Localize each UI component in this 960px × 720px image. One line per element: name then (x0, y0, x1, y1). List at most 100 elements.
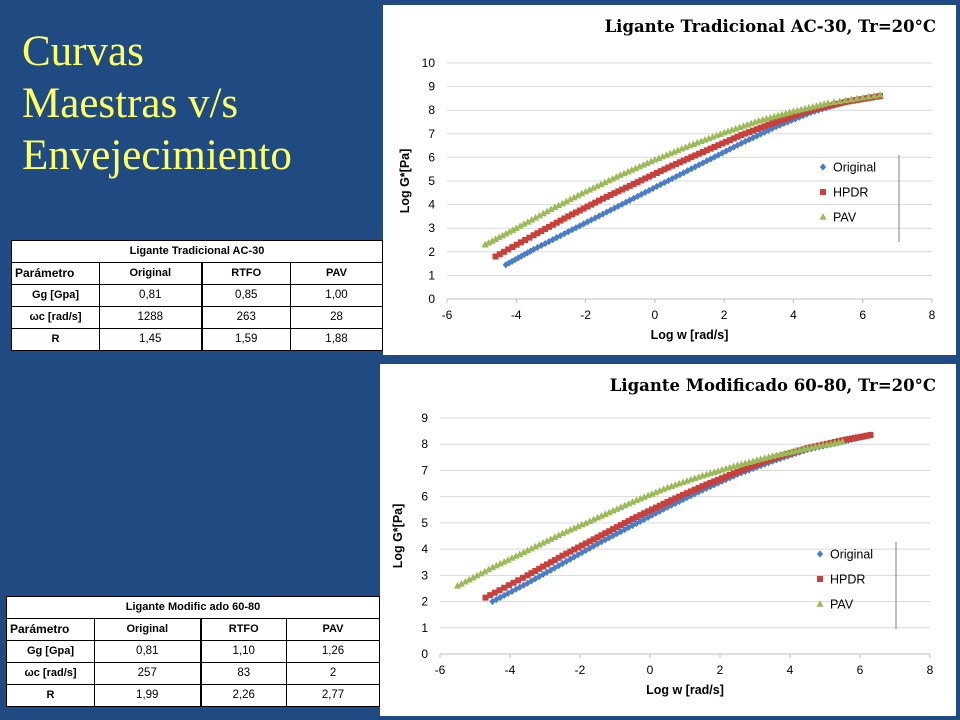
series-marker-fill (788, 116, 795, 125)
series-marker-fill (516, 222, 524, 229)
legend: Original HPDR PAV (819, 155, 900, 242)
series-marker-fill (543, 537, 551, 544)
table-header: PAV (290, 262, 383, 285)
series-marker-fill (769, 124, 776, 133)
series-marker-fill (597, 512, 605, 519)
table-header: RTFO (200, 262, 291, 285)
data-point (565, 213, 572, 220)
series-marker-fill (563, 550, 570, 557)
table-cell: 1288 (99, 306, 202, 329)
series-marker-fill (555, 201, 563, 209)
series-marker-fill (585, 185, 594, 193)
series-marker-fill (571, 546, 578, 553)
series-marker-fill (617, 522, 624, 529)
data-point (628, 498, 637, 505)
series-marker-fill (620, 169, 628, 177)
table-header: RTFO (199, 618, 287, 641)
series-marker-fill (498, 231, 507, 239)
series-marker-fill (469, 573, 477, 581)
series-marker-fill (836, 97, 844, 105)
series-marker-fill (517, 239, 524, 246)
y-tick-label: 2 (428, 245, 435, 259)
data-point (789, 107, 798, 115)
series-marker-fill (522, 237, 529, 243)
legend-label: PAV (830, 598, 854, 612)
series-marker-fill (742, 130, 749, 137)
y-tick-label: 6 (428, 150, 435, 164)
x-tick-label: 8 (927, 663, 934, 677)
series-marker-fill (491, 235, 500, 243)
series-marker-fill (639, 161, 647, 168)
y-tick-label: 6 (421, 490, 428, 504)
series-marker-fill (539, 209, 547, 217)
series-marker-fill (692, 152, 699, 159)
table-cell: 1,26 (285, 640, 381, 663)
series-marker-fill (607, 192, 614, 199)
data-point (559, 552, 566, 559)
series-marker-fill (485, 565, 493, 573)
data-point (698, 471, 707, 479)
series-marker-fill (637, 512, 644, 519)
series-marker-fill (566, 195, 574, 203)
y-tick-label: 5 (428, 174, 435, 188)
table-row: ωc [rad/s] 1288 263 28 (11, 306, 383, 329)
series-marker-fill (546, 223, 553, 230)
series-marker-fill (864, 92, 873, 100)
data-point (733, 461, 742, 468)
legend-marker (819, 163, 827, 171)
series-marker-fill (570, 193, 578, 201)
y-tick-label: 7 (428, 127, 435, 141)
series-marker-fill (561, 215, 568, 222)
series-marker-fill (692, 163, 699, 171)
table-cell: 1,88 (290, 328, 383, 351)
series-marker-fill (528, 216, 536, 223)
slide-title-line: Curvas (22, 28, 144, 75)
y-tick-label: 0 (428, 292, 435, 306)
table-cell: ωc [rad/s] (11, 306, 100, 329)
series-marker-fill (711, 478, 718, 485)
series-marker-fill (676, 159, 683, 166)
series-marker-fill (576, 207, 583, 214)
series-marker-fill (613, 524, 620, 531)
series-marker-fill (688, 154, 695, 161)
series-marker-fill (557, 217, 564, 224)
series-marker-fill (680, 157, 687, 164)
series-marker-fill (792, 115, 799, 123)
series-marker-fill (513, 241, 520, 248)
x-tick-label: 2 (721, 308, 728, 322)
slide-title-line: Maestras v/s (22, 80, 239, 127)
series-marker-fill (757, 460, 764, 467)
y-tick-label: 1 (421, 621, 428, 635)
series-marker-fill (596, 197, 603, 204)
series-marker-fill (673, 160, 680, 167)
series-marker-fill (746, 129, 753, 136)
x-tick-label: 6 (857, 663, 864, 677)
series-marker-fill (769, 120, 776, 127)
y-axis-label: Log G*[Pa] (398, 149, 412, 214)
legend-marker (816, 600, 824, 607)
data-point (581, 187, 590, 195)
data-point (738, 131, 745, 138)
series-marker-fill (626, 182, 633, 189)
series-marker-fill (718, 475, 725, 482)
series-marker-fill (538, 241, 545, 250)
table-header: Parámetro (6, 618, 95, 641)
legend-label: HPDR (830, 573, 865, 587)
x-tick-label: -4 (505, 663, 516, 677)
series-marker-fill (520, 548, 528, 556)
series-marker-fill (551, 203, 559, 211)
series-marker-fill (570, 524, 578, 531)
series-marker-fill (562, 527, 570, 535)
series-marker-fill (512, 552, 520, 559)
series-marker-fill (703, 481, 710, 488)
series-marker-fill (508, 554, 516, 561)
data-point (599, 195, 606, 202)
x-tick-label: 0 (647, 663, 654, 677)
series-marker-fill (601, 510, 609, 517)
series-marker-fill (676, 171, 684, 179)
y-axis-label: Log G*[Pa] (391, 504, 405, 569)
x-tick-label: -6 (435, 663, 446, 677)
series-marker-fill (649, 171, 656, 178)
series-marker-fill (488, 237, 496, 244)
series-marker-fill (542, 225, 549, 232)
